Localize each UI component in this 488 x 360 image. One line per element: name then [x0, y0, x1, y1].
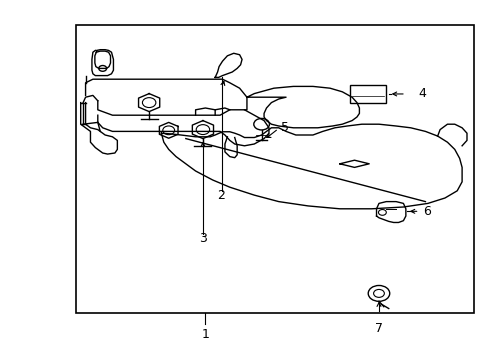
Text: 3: 3: [199, 232, 206, 245]
Text: 4: 4: [417, 87, 425, 100]
Bar: [76, 25, 473, 313]
Text: 7: 7: [374, 322, 382, 335]
Text: 6: 6: [422, 205, 430, 218]
Text: 2: 2: [217, 189, 224, 202]
Text: 1: 1: [201, 328, 209, 341]
Bar: [349, 85, 386, 103]
Text: 5: 5: [281, 121, 288, 134]
